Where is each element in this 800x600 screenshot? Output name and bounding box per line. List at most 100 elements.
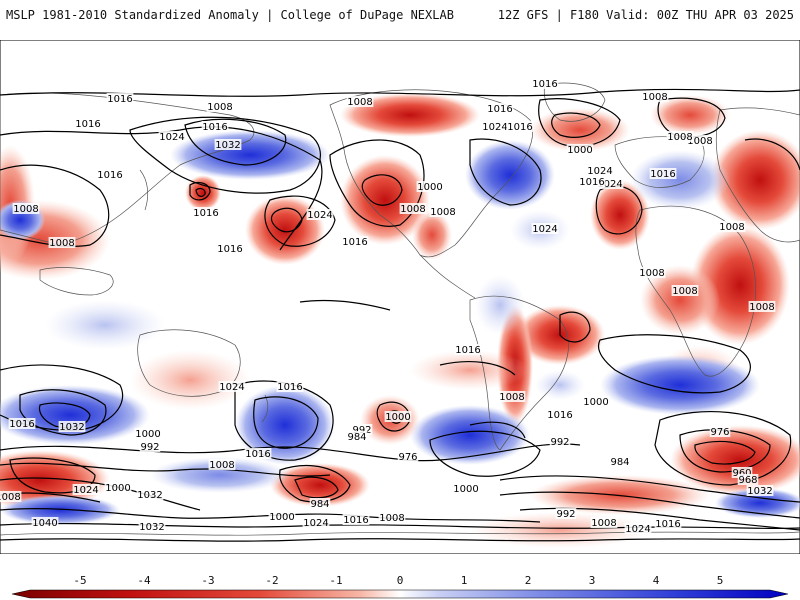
isobar-label: 984 <box>610 457 629 468</box>
isobar-label-background <box>506 121 534 132</box>
isobar-label: 1008 <box>639 268 664 279</box>
isobar-label-background <box>201 121 229 132</box>
isobar-label-background <box>192 207 220 218</box>
isobar-label: 1032 <box>139 522 164 533</box>
isobar-label-background <box>586 165 614 176</box>
isobar-label-background <box>649 168 677 179</box>
isobar-label-background <box>341 236 369 247</box>
isobar-label-background <box>399 203 427 214</box>
isobar-label: 1024 <box>307 210 332 221</box>
isobar-label-background <box>654 518 682 529</box>
isobar-label-background <box>397 451 419 462</box>
isobar-label: 1008 <box>347 97 372 108</box>
colorbar-tick-label: -5 <box>73 574 86 587</box>
isobar-label-background <box>342 514 370 525</box>
isobar-label-background <box>218 381 246 392</box>
isobar-label-background <box>555 508 577 519</box>
colorbar-tick-label: 5 <box>717 574 724 587</box>
isobar-label: 976 <box>710 427 729 438</box>
isobar-label-background <box>206 101 234 112</box>
isobar-label-background <box>748 301 776 312</box>
isobar-label: 1016 <box>75 119 100 130</box>
isobar-label: 1016 <box>507 122 532 133</box>
isobar-label-background <box>351 424 373 435</box>
isobar-label: 1000 <box>385 412 410 423</box>
isobar-label-background <box>718 221 746 232</box>
isobar-label: 1024 <box>587 166 612 177</box>
isobar-label: 1016 <box>217 244 242 255</box>
isobar-label-background <box>134 428 162 439</box>
isobar-label: 1008 <box>49 238 74 249</box>
isobar-label-background <box>136 489 164 500</box>
isobar-label: 1008 <box>13 204 38 215</box>
isobar-label: 1008 <box>430 207 455 218</box>
isobar-label: 1016 <box>343 515 368 526</box>
isobar-label: 968 <box>738 475 757 486</box>
isobar-label: 1040 <box>32 518 57 529</box>
isobar-label-background <box>531 223 559 234</box>
isobar-label: 1032 <box>747 486 772 497</box>
isobar-label-background <box>104 482 132 493</box>
isobar-label: 992 <box>352 425 371 436</box>
anomaly-map: 1016 1016 1008 1016 1016 1008 1024 1000 1016 1016… <box>0 40 800 554</box>
isobar-label-background <box>276 381 304 392</box>
isobar-label-background <box>106 93 134 104</box>
isobar-label-background <box>416 181 444 192</box>
isobar-label: 1016 <box>245 449 270 460</box>
isobar-label: 992 <box>140 442 159 453</box>
isobar-label: 992 <box>556 509 575 520</box>
isobar-label-background <box>8 418 36 429</box>
isobar-layer <box>0 88 800 542</box>
isobar-label: 1000 <box>135 429 160 440</box>
colorbar-tick-label: 0 <box>397 574 404 587</box>
isobar-label: 1024 <box>625 524 650 535</box>
isobar-label: 1008 <box>591 518 616 529</box>
chart-title: MSLP 1981-2010 Standardized Anomaly | Co… <box>6 8 454 22</box>
isobar-label-background <box>244 448 272 459</box>
isobar-label-background <box>454 344 482 355</box>
isobar-label: 1016 <box>202 122 227 133</box>
isobar-label-background <box>306 209 334 220</box>
isobar-label: 1016 <box>655 519 680 530</box>
isobar-label: 1016 <box>455 345 480 356</box>
isobar-label: 1008 <box>687 136 712 147</box>
isobar-label: 1008 <box>499 392 524 403</box>
isobar-label-background <box>486 103 514 114</box>
colorbar-tick-label: 1 <box>461 574 468 587</box>
isobar-label-background <box>624 523 652 534</box>
isobar-label: 1032 <box>59 422 84 433</box>
isobar-label: 1008 <box>400 204 425 215</box>
isobar-label: 984 <box>347 432 366 443</box>
isobar-label-background <box>452 483 480 494</box>
isobar-label: 1016 <box>277 382 302 393</box>
isobar-label: 1032 <box>215 140 240 151</box>
isobar-label-background <box>549 436 571 447</box>
isobar-label-background <box>208 459 236 470</box>
isobar-label-background <box>737 474 759 485</box>
isobar-label: 1016 <box>9 419 34 430</box>
colorbar-tick-label: 4 <box>653 574 660 587</box>
isobar-label: 1008 <box>0 492 21 503</box>
isobar-label-background <box>531 78 559 89</box>
isobar-label: 1016 <box>342 237 367 248</box>
isobar-label: 1016 <box>97 170 122 181</box>
isobar-label-background <box>641 91 669 102</box>
isobar-label: 1016 <box>650 169 675 180</box>
isobar-label-background <box>58 421 86 432</box>
colorbar-tick-label: 2 <box>525 574 532 587</box>
isobar-label: 1000 <box>583 397 608 408</box>
isobar-label: 1016 <box>193 208 218 219</box>
isobar-label: 1016 <box>579 177 604 188</box>
isobar-label: 960 <box>732 468 751 479</box>
isobar-label-background <box>309 498 331 509</box>
isobar-label: 1024 <box>482 122 507 133</box>
isobar-label-background <box>671 285 699 296</box>
isobar-label: 1024 <box>219 382 244 393</box>
isobar-label: 1000 <box>417 182 442 193</box>
isobar-label: 1000 <box>105 483 130 494</box>
isobar-label-background <box>0 491 22 502</box>
colorbar: -5 -4 -3 -2 -1 0 1 2 3 4 5 <box>11 574 789 599</box>
isobar-label: 1016 <box>487 104 512 115</box>
isobar-label-background <box>138 521 166 532</box>
isobar-label-background <box>429 206 457 217</box>
